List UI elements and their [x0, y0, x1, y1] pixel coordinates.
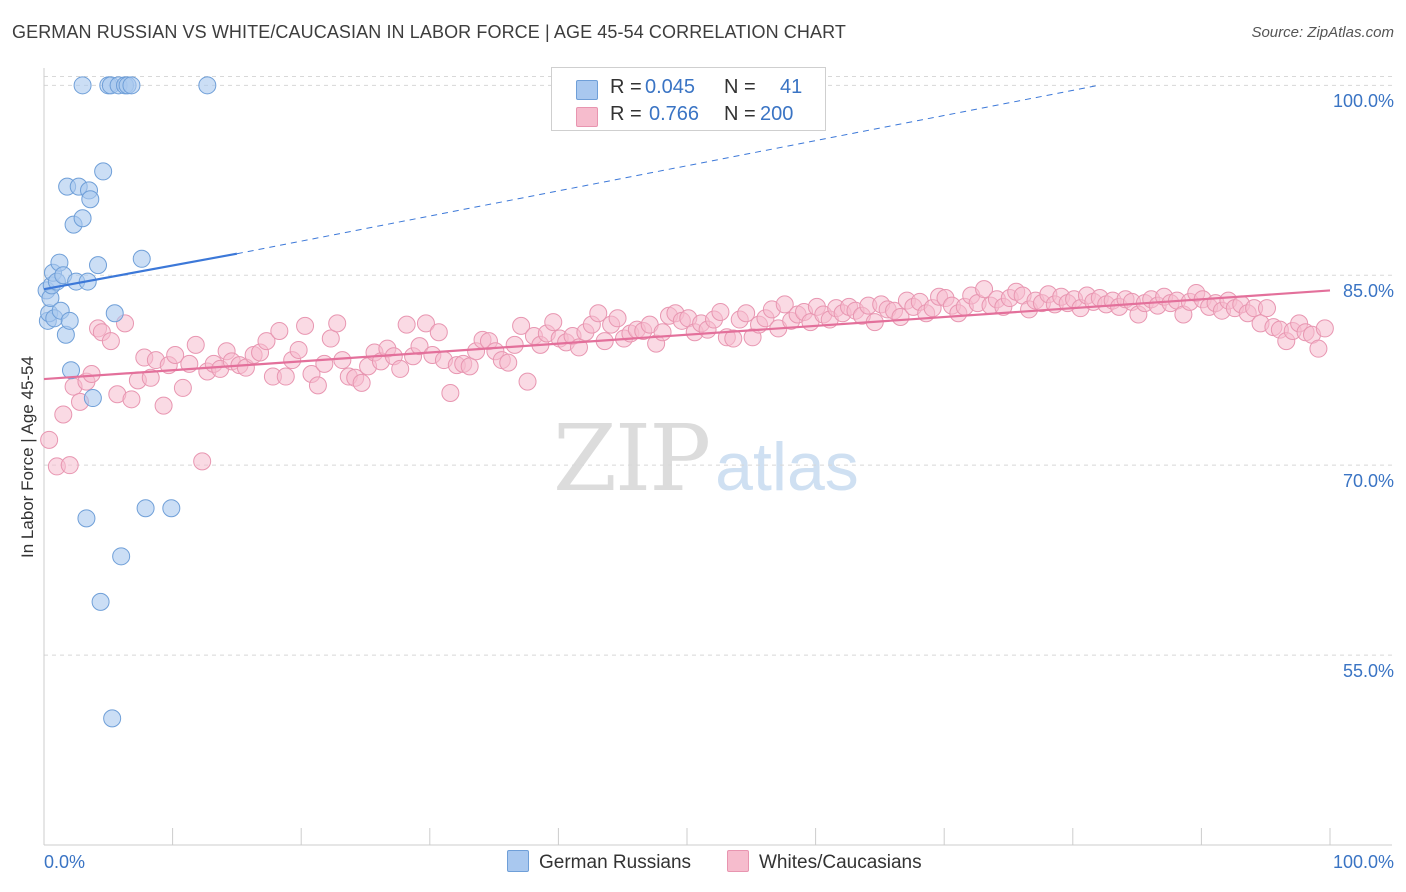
point-whites-caucasians: [1309, 339, 1328, 358]
legend-r-label: R =: [610, 103, 642, 125]
point-german-russians: [81, 190, 100, 209]
point-german-russians: [105, 304, 124, 323]
point-whites-caucasians: [60, 456, 79, 475]
legend-r-value: 0.045: [645, 76, 696, 98]
point-whites-caucasians: [315, 354, 334, 373]
legend-swatch-whites: [576, 107, 598, 127]
point-whites-caucasians: [333, 351, 352, 370]
point-whites-caucasians: [544, 313, 563, 332]
point-whites-caucasians: [321, 329, 340, 348]
trendline-whites-caucasians: [43, 289, 1331, 381]
point-whites-caucasians: [186, 335, 205, 354]
point-german-russians: [83, 389, 102, 408]
point-whites-caucasians: [711, 302, 730, 321]
point-whites-caucasians: [460, 357, 479, 376]
point-whites-caucasians: [154, 396, 173, 415]
legend-row-whites: R = 0.766 N = 200: [552, 103, 825, 129]
point-whites-caucasians: [391, 359, 410, 378]
x-tick-label-min: 0.0%: [44, 852, 86, 872]
point-german-russians: [62, 361, 81, 380]
point-german-russians: [136, 499, 155, 518]
bottom-legend-german-russians: German Russians: [507, 850, 692, 874]
point-german-russians: [73, 209, 92, 228]
bottom-legend-whites: Whites/Caucasians: [727, 850, 922, 874]
y-tick-label: 70.0%: [1342, 471, 1394, 492]
point-whites-caucasians: [441, 383, 460, 402]
watermark-zip: ZIP: [553, 405, 711, 512]
bottom-legend-swatch-whites: [727, 850, 749, 872]
point-whites-caucasians: [589, 304, 608, 323]
bottom-legend-label-whites: Whites/Caucasians: [759, 852, 922, 874]
point-german-russians: [73, 76, 92, 95]
chart-title: GERMAN RUSSIAN VS WHITE/CAUCASIAN IN LAB…: [12, 22, 846, 42]
trendline-german-russians-extension: [236, 84, 1099, 255]
point-whites-caucasians: [40, 430, 59, 449]
point-whites-caucasians: [308, 376, 327, 395]
point-whites-caucasians: [101, 332, 120, 351]
point-whites-caucasians: [1315, 319, 1334, 338]
legend-n-label: N =: [724, 76, 756, 98]
x-tick-label-max: 100.0%: [1332, 852, 1394, 872]
point-whites-caucasians: [166, 346, 185, 365]
y-tick-label: 85.0%: [1342, 281, 1394, 302]
point-whites-caucasians: [276, 367, 295, 386]
point-whites-caucasians: [122, 390, 141, 409]
point-german-russians: [112, 547, 131, 566]
bottom-legend-swatch-german-russians: [507, 850, 529, 872]
point-german-russians: [198, 76, 217, 95]
legend-r-value: 0.766: [649, 103, 700, 125]
point-whites-caucasians: [512, 316, 531, 335]
point-german-russians: [122, 76, 141, 95]
point-whites-caucasians: [499, 353, 518, 372]
point-whites-caucasians: [328, 314, 347, 333]
point-german-russians: [94, 162, 113, 181]
point-german-russians: [132, 249, 151, 268]
point-whites-caucasians: [608, 309, 627, 328]
y-tick-label: 55.0%: [1342, 661, 1394, 682]
point-whites-caucasians: [1257, 299, 1276, 318]
point-whites-caucasians: [653, 323, 672, 342]
point-whites-caucasians: [193, 452, 212, 471]
point-whites-caucasians: [429, 323, 448, 342]
point-whites-caucasians: [173, 378, 192, 397]
point-german-russians: [77, 509, 96, 528]
correlation-legend: R = 0.045 N = 41 R = 0.766 N = 200: [551, 67, 826, 131]
point-whites-caucasians: [775, 295, 794, 314]
source-label: Source: ZipAtlas.com: [1251, 24, 1394, 41]
point-whites-caucasians: [141, 368, 160, 387]
y-tick-label: 100.0%: [1332, 91, 1394, 112]
watermark-atlas: atlas: [715, 429, 859, 505]
point-whites-caucasians: [737, 304, 756, 323]
point-whites-caucasians: [397, 315, 416, 334]
point-whites-caucasians: [270, 321, 289, 340]
point-german-russians: [162, 499, 181, 518]
legend-row-german-russians: R = 0.045 N = 41: [552, 76, 825, 102]
point-german-russians: [103, 709, 122, 728]
zipatlas-watermark: ZIPatlas: [553, 405, 859, 512]
point-german-russians: [91, 592, 110, 611]
point-whites-caucasians: [518, 372, 537, 391]
legend-n-value: 41: [780, 76, 803, 98]
y-axis-label: In Labor Force | Age 45-54: [18, 356, 37, 558]
bottom-legend-label-german-russians: German Russians: [539, 852, 692, 874]
point-whites-caucasians: [410, 337, 429, 356]
point-whites-caucasians: [296, 316, 315, 335]
legend-n-value: 200: [760, 103, 794, 125]
point-whites-caucasians: [257, 332, 276, 351]
point-whites-caucasians: [82, 365, 101, 383]
point-whites-caucasians: [352, 373, 371, 392]
legend-r-label: R =: [610, 76, 642, 98]
legend-n-label: N =: [724, 103, 756, 125]
point-whites-caucasians: [416, 314, 435, 333]
point-whites-caucasians: [724, 329, 743, 348]
point-whites-caucasians: [975, 280, 994, 299]
trendline-german-russians: [43, 252, 238, 291]
point-whites-caucasians: [505, 335, 524, 354]
point-whites-caucasians: [289, 340, 308, 359]
legend-swatch-german-russians: [576, 80, 598, 100]
point-german-russians: [89, 256, 108, 275]
point-german-russians: [60, 311, 79, 330]
point-whites-caucasians: [54, 405, 73, 424]
